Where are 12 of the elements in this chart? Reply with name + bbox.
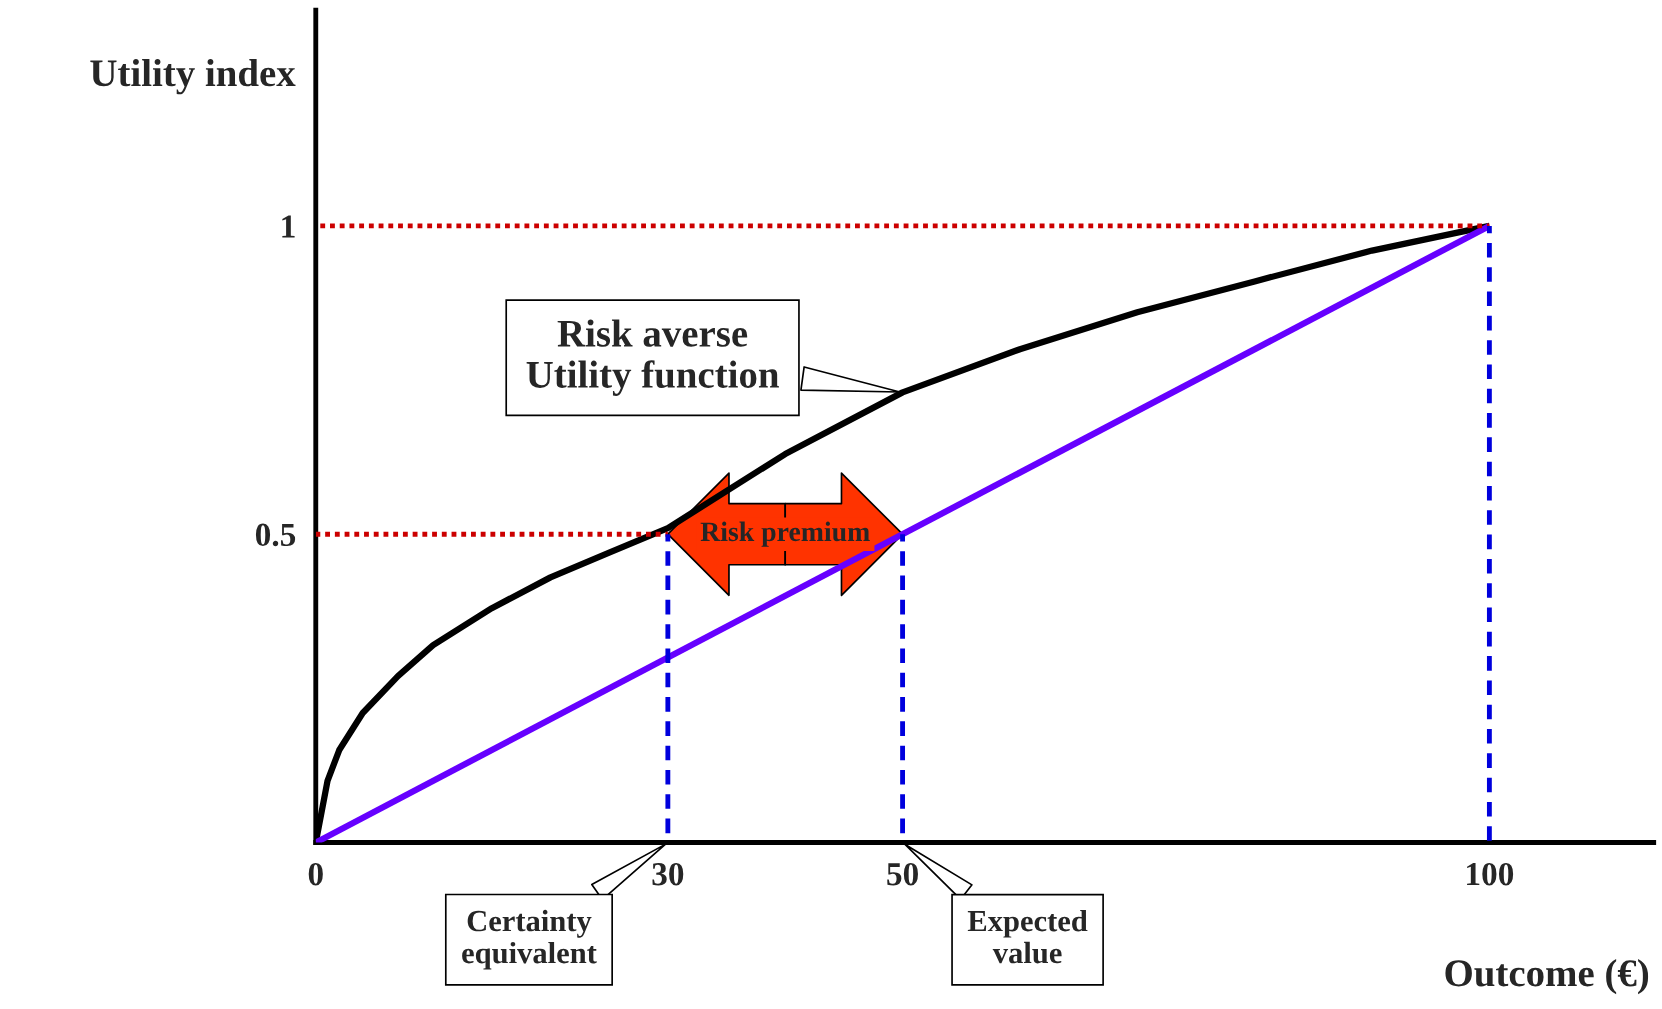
x-tick-label: 30 xyxy=(652,862,684,886)
x-axis-title: Outcome (€) xyxy=(1445,959,1649,995)
text: Certainty equivalent xyxy=(462,909,597,970)
text: Expected value xyxy=(967,909,1088,964)
y-tick-label: 0.5 xyxy=(255,523,296,547)
x-tick-label: 100 xyxy=(1467,862,1514,886)
x-tick-label: 0 xyxy=(308,862,323,886)
y-axis-title: Utility index xyxy=(90,59,296,95)
x-tick-label: 50 xyxy=(887,862,918,886)
annotation: Risk premium xyxy=(700,521,870,547)
y-tick-label: 1 xyxy=(282,215,295,238)
annotation: Risk averse Utility function xyxy=(526,319,779,396)
